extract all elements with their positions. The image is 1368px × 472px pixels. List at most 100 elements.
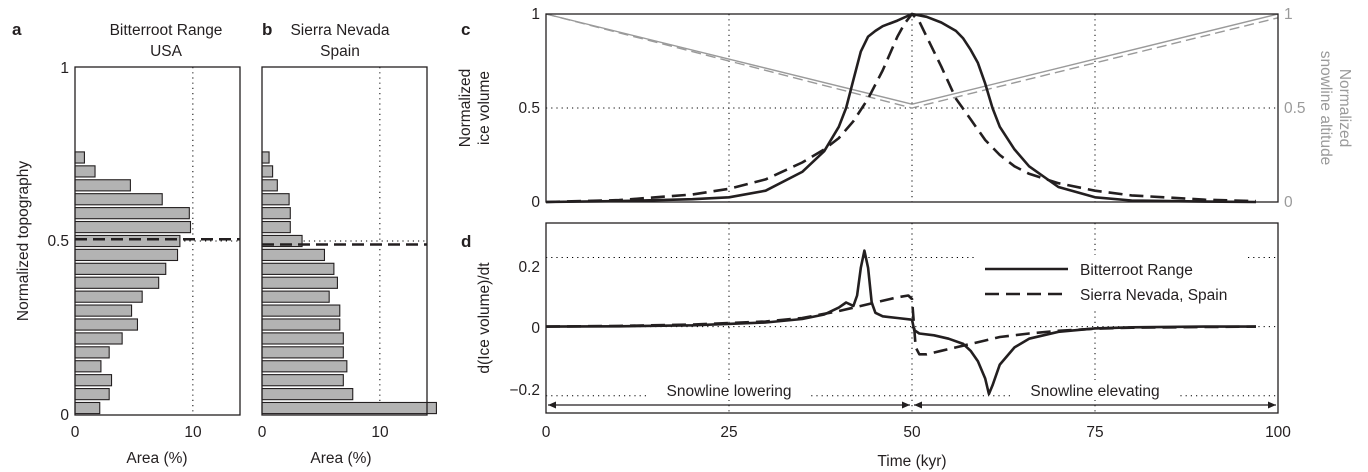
panel-b-xtick-10: 10: [371, 424, 389, 441]
c-series-solid: [545, 12, 1257, 204]
a-bar-15: [74, 193, 163, 206]
panel-a-xtick-0: 0: [71, 424, 80, 441]
panel-b-frame: [261, 66, 428, 416]
b-bar-15: [261, 193, 290, 206]
d-series-1: [545, 294, 1257, 356]
panel-a-title-line2: USA: [150, 43, 183, 60]
panel-a-ylabel: Normalized topography: [15, 161, 32, 322]
annotation-lowering: Snowline lowering: [667, 383, 792, 400]
a-bar-2: [74, 374, 113, 387]
b-bar-18: [261, 151, 270, 164]
panel-d-xtick-25: 25: [720, 424, 737, 441]
c-series-dashed: [545, 12, 1257, 204]
panel-d-lines: [545, 249, 1257, 396]
panel-letter-d: d: [461, 232, 471, 251]
b-bar-17: [261, 165, 274, 178]
a-bar-10: [74, 262, 167, 275]
panel-c-ytick-0.5: 0.5: [518, 100, 540, 117]
a-bar-17: [74, 165, 96, 178]
panel-d-grid: [546, 223, 1278, 413]
b-bar-1: [261, 388, 354, 401]
b-bar-14: [261, 207, 291, 220]
arrow-elevating: [914, 401, 1276, 409]
panel-b-xlabel: Area (%): [310, 450, 371, 467]
panel-a-ytick-0.5: 0.5: [47, 233, 69, 250]
panel-letter-c: c: [461, 20, 470, 39]
panel-a-bars: [74, 151, 192, 415]
a-bar-9: [74, 276, 160, 289]
annotation-lowering-mask: [648, 380, 810, 400]
b-bar-8: [261, 290, 330, 303]
panel-a-frame: [74, 66, 241, 416]
b-bar-13: [261, 220, 291, 234]
legend-label-sierra: Sierra Nevada, Spain: [1080, 287, 1227, 304]
b-bar-5: [261, 332, 344, 345]
panel-a-ytick-0: 0: [60, 407, 69, 424]
a-bar-3: [74, 360, 102, 373]
arrow-lowering: [548, 401, 910, 409]
panel-a-ytick-1: 1: [60, 60, 69, 77]
b-bar-6: [261, 318, 341, 331]
a-bar-5: [74, 332, 123, 345]
a-bar-11: [74, 248, 179, 262]
d-series-0: [545, 249, 1256, 396]
panel-d-ytick-0: 0: [531, 320, 540, 337]
panel-a-xtick-10: 10: [184, 424, 202, 441]
panel-d-xtick-100: 100: [1265, 424, 1291, 441]
panel-letter-b: b: [262, 20, 272, 39]
a-bar-1: [74, 388, 110, 401]
panel-d-xlabel: Time (kyr): [877, 453, 946, 470]
panel-c-y2label-line2: snowline altitude: [1317, 51, 1334, 166]
legend-mask: [976, 255, 1248, 308]
b-bar-9: [261, 276, 338, 289]
panel-d-ylabel: d(Ice volume)/dt: [476, 262, 493, 374]
panel-d-xtick-0: 0: [542, 424, 551, 441]
panel-b-title-line1: Sierra Nevada: [290, 22, 389, 39]
a-bar-6: [74, 318, 139, 331]
panel-b-xtick-0: 0: [258, 424, 267, 441]
c-series-dashed-gray: [545, 13, 1279, 109]
panel-letter-a: a: [12, 20, 22, 39]
legend-label-bitterroot: Bitterroot Range: [1080, 262, 1193, 279]
a-bar-14: [74, 207, 190, 220]
b-bar-0: [261, 401, 437, 415]
a-bar-18: [74, 151, 85, 164]
panel-c-y2tick-0.5: 0.5: [1284, 100, 1306, 117]
b-bar-7: [261, 304, 341, 317]
panel-c-ytick-0: 0: [531, 194, 540, 211]
annotation-elevating-mask: [1011, 380, 1179, 400]
panel-c-y2tick-1: 1: [1284, 6, 1293, 23]
a-bar-13: [74, 220, 192, 234]
c-series-solid-gray: [545, 13, 1279, 105]
panel-b-bars: [261, 151, 437, 415]
panel-c-ylabel-line1: Normalized: [457, 69, 474, 147]
a-bar-4: [74, 346, 110, 359]
panel-d-xtick-75: 75: [1086, 424, 1103, 441]
a-bar-0: [74, 401, 101, 415]
panel-c-ytick-1: 1: [531, 6, 540, 23]
panel-c-ylabel-line2: ice volume: [476, 71, 493, 145]
panel-a-grid: [75, 67, 240, 415]
b-bar-11: [261, 248, 326, 262]
panel-c-frame: [545, 13, 1279, 203]
panel-d-xtick-50: 50: [903, 424, 921, 441]
a-bar-8: [74, 290, 143, 303]
a-bar-16: [74, 179, 131, 192]
a-bar-12: [74, 234, 181, 248]
annotation-elevating: Snowline elevating: [1030, 383, 1159, 400]
b-bar-3: [261, 360, 348, 373]
panel-a-xlabel: Area (%): [126, 450, 187, 467]
b-bar-4: [261, 346, 344, 359]
panel-d-ytick-0.2: 0.2: [518, 259, 540, 276]
panel-b-title-line2: Spain: [320, 43, 360, 60]
panel-d-frame: [545, 222, 1279, 414]
panel-a-title-line1: Bitterroot Range: [110, 22, 223, 39]
panel-b-grid: [262, 67, 427, 415]
panel-c-y2tick-0: 0: [1284, 194, 1293, 211]
panel-c-y2label-line1: Normalized: [1336, 69, 1353, 147]
b-bar-10: [261, 262, 335, 275]
panel-d-ytick-neg0.2: −0.2: [509, 382, 540, 399]
panel-c-lines: [545, 12, 1279, 204]
a-bar-7: [74, 304, 133, 317]
